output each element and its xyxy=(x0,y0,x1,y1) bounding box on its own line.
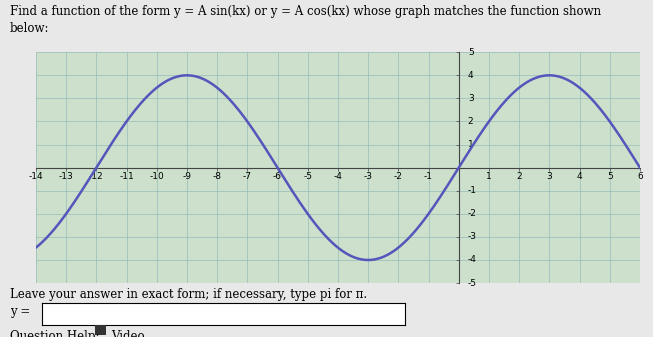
Text: -4: -4 xyxy=(468,255,477,265)
Text: -3: -3 xyxy=(468,233,477,241)
Text: 3: 3 xyxy=(468,94,473,103)
Text: -2: -2 xyxy=(468,209,477,218)
Text: 5: 5 xyxy=(468,48,473,57)
Text: Video: Video xyxy=(111,330,144,337)
Text: Find a function of the form y = A sin(kx) or y = A cos(kx) whose graph matches t: Find a function of the form y = A sin(kx… xyxy=(10,5,601,18)
Text: y =: y = xyxy=(10,305,30,318)
Text: Question Help:: Question Help: xyxy=(10,330,99,337)
Text: Leave your answer in exact form; if necessary, type pi for π.: Leave your answer in exact form; if nece… xyxy=(10,288,367,301)
Text: -1: -1 xyxy=(468,186,477,195)
Text: 1: 1 xyxy=(468,140,473,149)
Text: 4: 4 xyxy=(468,71,473,80)
Text: 2: 2 xyxy=(468,117,473,126)
Text: below:: below: xyxy=(10,22,49,35)
Text: -5: -5 xyxy=(468,279,477,287)
